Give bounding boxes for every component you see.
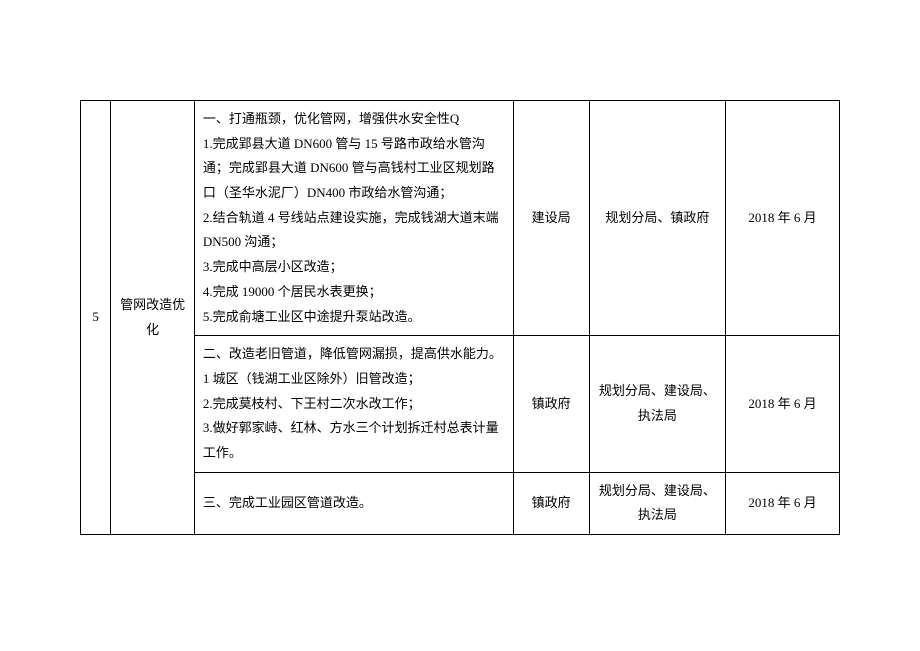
cell-description: 三、完成工业园区管道改造。: [194, 472, 513, 534]
cell-dept-primary: 镇政府: [513, 472, 589, 534]
cell-dept-secondary: 规划分局、建设局、执法局: [589, 472, 726, 534]
cell-dept-secondary: 规划分局、镇政府: [589, 101, 726, 336]
table-row: 二、改造老旧管道，降低管网漏损，提高供水能力。 1 城区（钱湖工业区除外）旧管改…: [81, 336, 840, 472]
cell-description: 二、改造老旧管道，降低管网漏损，提高供水能力。 1 城区（钱湖工业区除外）旧管改…: [194, 336, 513, 472]
cell-date: 2018 年 6 月: [726, 336, 840, 472]
table-row: 5 管网改造优化 一、打通瓶颈，优化管网，增强供水安全性Q 1.完成郢县大道 D…: [81, 101, 840, 336]
cell-dept-secondary: 规划分局、建设局、执法局: [589, 336, 726, 472]
cell-date: 2018 年 6 月: [726, 472, 840, 534]
cell-index: 5: [81, 101, 111, 535]
table-row: 三、完成工业园区管道改造。 镇政府 规划分局、建设局、执法局 2018 年 6 …: [81, 472, 840, 534]
project-table: 5 管网改造优化 一、打通瓶颈，优化管网，增强供水安全性Q 1.完成郢县大道 D…: [80, 100, 840, 535]
cell-dept-primary: 建设局: [513, 101, 589, 336]
cell-project-name: 管网改造优化: [111, 101, 194, 535]
cell-description: 一、打通瓶颈，优化管网，增强供水安全性Q 1.完成郢县大道 DN600 管与 1…: [194, 101, 513, 336]
cell-dept-primary: 镇政府: [513, 336, 589, 472]
cell-date: 2018 年 6 月: [726, 101, 840, 336]
